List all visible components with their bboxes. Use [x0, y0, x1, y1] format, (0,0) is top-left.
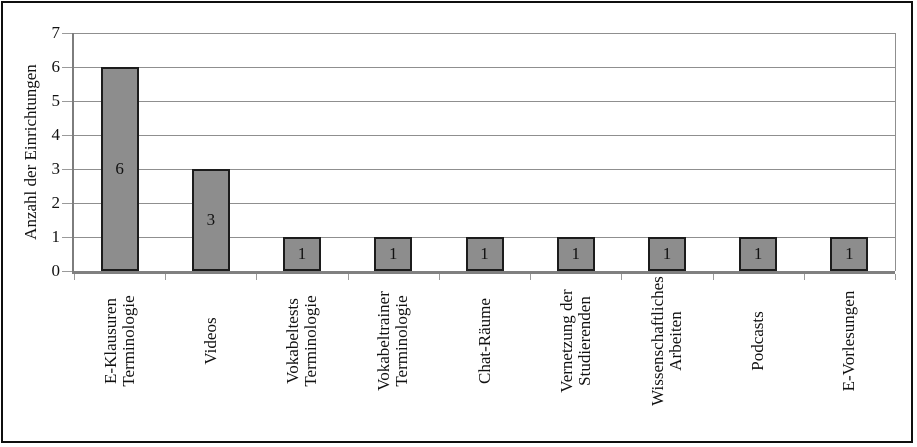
bar-value-label: 1 [389, 244, 398, 263]
category-label-line: Podcasts [748, 311, 768, 371]
x-axis-tick [347, 274, 349, 280]
bar-value-label: 6 [115, 159, 124, 178]
bar-value-label: 1 [662, 244, 672, 263]
bar [739, 237, 778, 271]
x-axis-category-label: Vokabeltests Terminologie [283, 256, 321, 426]
x-axis-category-label: E-Klausuren Terminologie [100, 256, 138, 426]
y-axis-tick-label: 7 [51, 23, 61, 42]
bar-value-label: 1 [297, 244, 307, 263]
x-axis-tick [530, 274, 532, 280]
y-axis-tick-label: 0 [51, 261, 61, 280]
bar [830, 237, 869, 271]
x-axis-tick [438, 274, 440, 280]
y-axis-tick-label: 2 [51, 193, 61, 212]
x-axis-tick [165, 274, 167, 280]
bar [647, 237, 686, 271]
y-axis-tick-label: 4 [51, 125, 61, 144]
y-axis-tick [62, 237, 72, 238]
category-label-line: Vernetzung der [556, 289, 576, 393]
category-label-line: Chat-Räume [474, 298, 494, 384]
x-axis-tick [803, 274, 805, 280]
x-axis-tick [621, 274, 623, 280]
x-axis-tick [256, 274, 258, 280]
gridline [74, 135, 895, 136]
x-axis-category-label: Wissenschaftliches Arbeiten [647, 256, 685, 426]
x-axis-category-label: Chat-Räume [474, 256, 494, 426]
category-label-line: Studierenden [574, 296, 594, 386]
x-axis-category-label: Vokabeltrainer Terminologie [374, 256, 412, 426]
category-label-line: Vokabeltrainer [374, 291, 394, 391]
x-axis-line [72, 271, 895, 274]
y-axis-line [72, 33, 74, 271]
x-axis-category-label: Podcasts [748, 256, 768, 426]
category-label-line: Videos [200, 317, 220, 365]
bar-value-label: 3 [206, 210, 216, 229]
gridline [74, 169, 895, 170]
category-label-line: Terminologie [118, 295, 138, 387]
x-axis-tick [74, 274, 75, 280]
bar-value-label: 1 [571, 244, 580, 263]
category-label-line: Arbeiten [665, 311, 685, 371]
y-axis-tick [62, 67, 72, 68]
bar [374, 237, 413, 271]
x-axis-category-label: Videos [200, 256, 220, 426]
category-label-line: E-Klausuren [100, 298, 120, 384]
y-axis-tick [62, 169, 72, 170]
gridline [74, 203, 895, 204]
gridline [74, 67, 895, 68]
bar [283, 237, 322, 271]
y-axis-tick-label: 1 [51, 227, 61, 246]
bar-value-label: 1 [480, 244, 489, 263]
bar [191, 169, 230, 271]
category-label-line: Terminologie [392, 295, 412, 387]
y-axis-tick [62, 33, 72, 34]
y-axis-tick-label: 3 [51, 159, 61, 178]
bar-value-label: 1 [845, 244, 854, 263]
bar [100, 67, 139, 271]
plot-right-border [895, 33, 896, 271]
bar [465, 237, 504, 271]
bar [556, 237, 595, 271]
bar-value-label: 1 [753, 244, 763, 263]
y-axis-tick [62, 271, 72, 272]
gridline [74, 101, 895, 102]
x-axis-tick [712, 274, 714, 280]
x-axis-category-label: E-Vorlesungen [839, 256, 859, 426]
category-label-line: Wissenschaftliches [647, 276, 667, 406]
x-axis-tick [895, 274, 896, 280]
x-axis-category-label: Vernetzung der Studierenden [556, 256, 594, 426]
y-axis-tick [62, 135, 72, 136]
y-axis-tick [62, 101, 72, 102]
category-label-line: Vokabeltests [283, 298, 303, 384]
y-axis-tick-label: 5 [51, 91, 61, 110]
y-axis-tick [62, 203, 72, 204]
category-label-line: Terminologie [301, 295, 321, 387]
category-label-line: E-Vorlesungen [839, 290, 859, 392]
gridline [74, 33, 895, 34]
y-axis-tick-label: 6 [51, 57, 61, 76]
